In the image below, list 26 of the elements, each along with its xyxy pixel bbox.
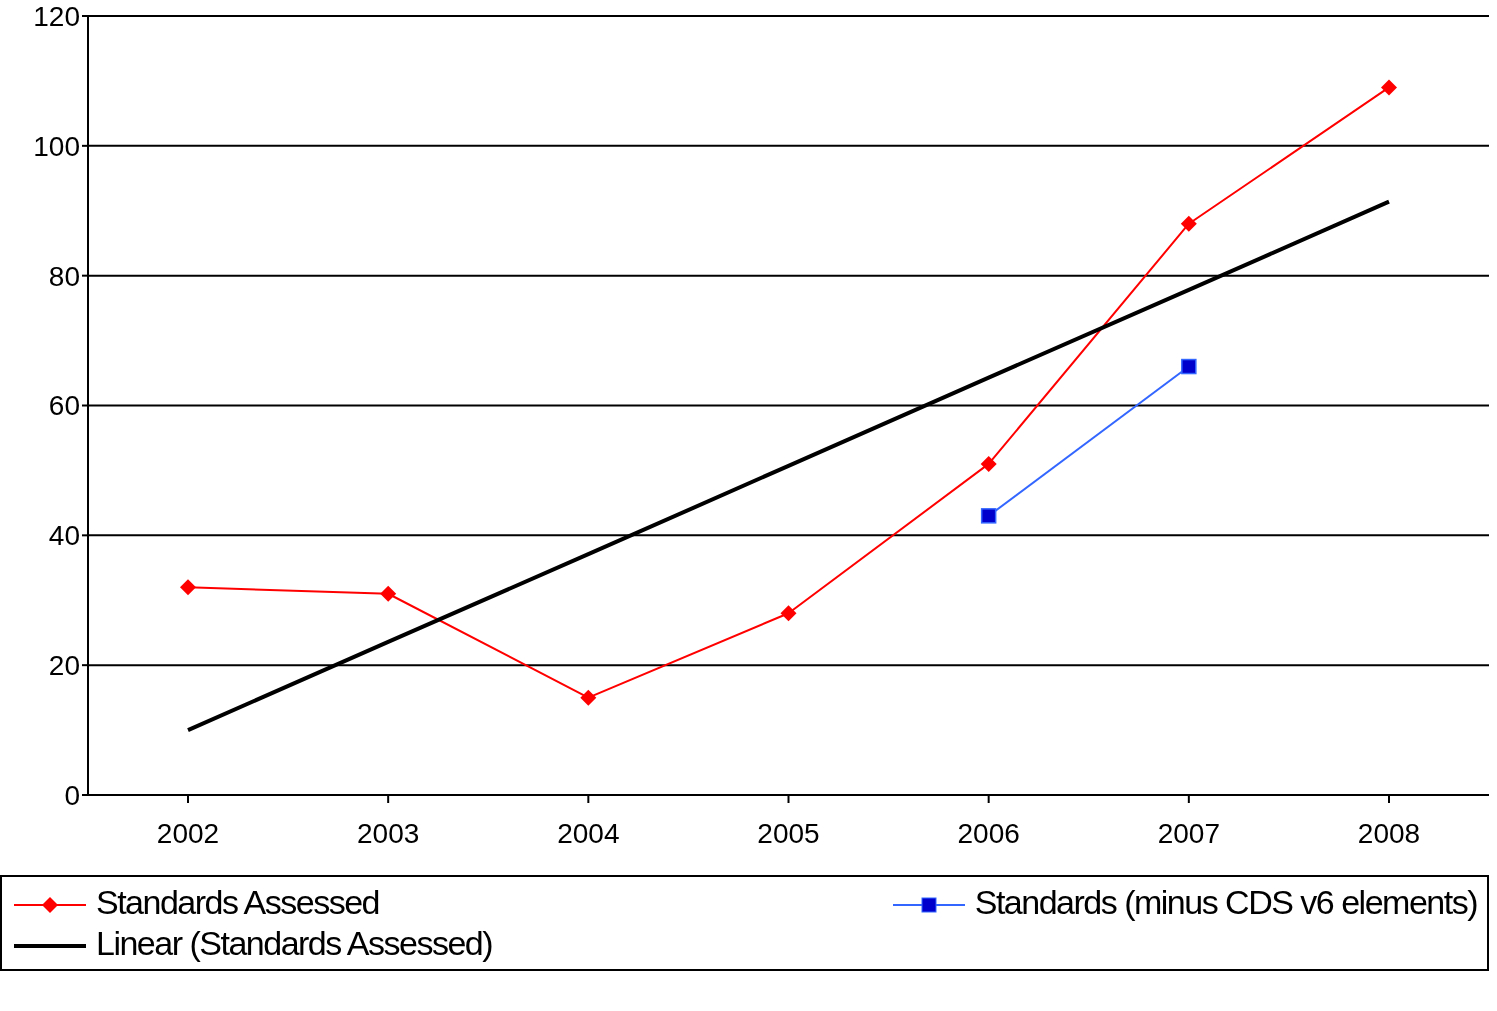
- y-tick-label: 80: [48, 260, 80, 292]
- point: [1180, 215, 1197, 232]
- x-tick-label: 2006: [957, 817, 1020, 849]
- point: [1181, 358, 1197, 375]
- point: [180, 579, 196, 596]
- x-tick-label: 2003: [357, 817, 420, 849]
- point: [380, 585, 397, 602]
- point: [580, 689, 597, 706]
- point: [1381, 79, 1397, 96]
- y-tick-label: 120: [33, 0, 80, 32]
- legend-label: Standards (minus CDS v6 elements): [974, 883, 1477, 921]
- y-tick-label: 40: [48, 520, 80, 552]
- x-tick-label: 2002: [156, 817, 220, 849]
- x-tick-label: 2004: [557, 817, 620, 849]
- y-tick-label: 20: [48, 650, 80, 682]
- point: [780, 605, 797, 622]
- y-tick-label: 100: [33, 130, 80, 162]
- point: [980, 455, 997, 472]
- point: [980, 508, 997, 524]
- x-tick-label: 2005: [757, 817, 820, 849]
- legend-label: Linear (Standards Assessed): [96, 924, 493, 962]
- y-tick-label: 0: [64, 779, 80, 811]
- x-tick-label: 2008: [1357, 817, 1421, 849]
- y-tick-label: 60: [48, 390, 80, 422]
- legend-label: Standards Assessed: [96, 883, 379, 921]
- x-tick-label: 2007: [1157, 817, 1220, 849]
